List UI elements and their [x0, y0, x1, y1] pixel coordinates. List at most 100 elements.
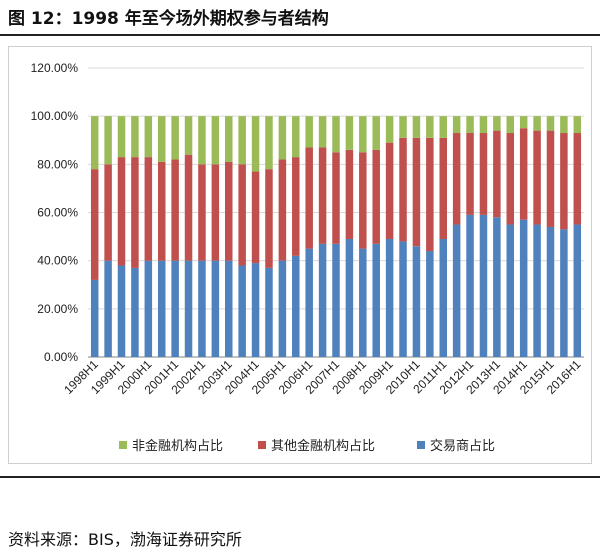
- figure-title: 图 12：1998 年至今场外期权参与者结构: [8, 9, 329, 29]
- bar-segment: [265, 169, 273, 268]
- bar-segment: [198, 164, 206, 261]
- bar-segment: [144, 260, 153, 357]
- bar-segment: [359, 116, 367, 153]
- bar-segment: [466, 133, 474, 215]
- bar-segment: [426, 116, 434, 138]
- legend-swatch: [258, 441, 266, 449]
- bar-segment: [412, 116, 421, 138]
- bar-segment: [117, 116, 126, 158]
- bar-segment: [332, 116, 340, 153]
- bar-segment: [305, 248, 313, 357]
- bar-segment: [265, 267, 273, 357]
- bar-segment: [131, 157, 139, 268]
- bar-segment: [466, 116, 474, 134]
- bar-segment: [131, 267, 139, 357]
- bar-segment: [184, 116, 193, 155]
- bar-segment: [318, 116, 327, 148]
- bar-segment: [278, 159, 287, 261]
- y-tick-label: 20.00%: [37, 302, 78, 316]
- bar-segment: [560, 116, 568, 134]
- bar-segment: [305, 116, 313, 148]
- bar-segment: [278, 116, 287, 160]
- bar-segment: [519, 219, 528, 357]
- y-tick-label: 60.00%: [37, 206, 78, 220]
- bar-segment: [318, 147, 327, 244]
- bar-segment: [519, 116, 528, 129]
- legend-swatch: [119, 441, 127, 449]
- bar-segment: [292, 157, 300, 256]
- legend-label: 交易商占比: [430, 438, 495, 454]
- source-note: 资料来源：BIS，渤海证券研究所: [8, 530, 242, 549]
- chart-frame: 0.00% 20.00% 40.00% 60.00% 80.00% 100.00% 120.…: [8, 46, 592, 464]
- bar-segment: [546, 130, 555, 227]
- bar-segment: [493, 116, 501, 131]
- bar-segment: [184, 260, 193, 357]
- bar-segment: [184, 154, 193, 261]
- bar-segment: [251, 263, 260, 357]
- bar-segment: [278, 260, 287, 357]
- bar-segment: [452, 133, 461, 225]
- bar-segment: [359, 152, 367, 249]
- bar-segment: [533, 116, 541, 131]
- legend-label: 非金融机构占比: [132, 438, 223, 454]
- bar-segment: [157, 260, 166, 357]
- bar-segment: [412, 137, 421, 247]
- bar-segment: [399, 137, 407, 242]
- bar-segment: [439, 137, 447, 239]
- bar-segment: [385, 238, 394, 357]
- bar-segment: [251, 171, 260, 264]
- bar-segment: [157, 116, 166, 162]
- legend-label: 其他金融机构占比: [271, 438, 375, 454]
- bar-segment: [359, 248, 367, 357]
- bottom-rule: [0, 476, 600, 478]
- y-tick-label: 100.00%: [31, 109, 79, 123]
- bar-segment: [292, 255, 300, 357]
- stacked-bar-chart: 0.00% 20.00% 40.00% 60.00% 80.00% 100.00% 120.…: [31, 61, 584, 454]
- bar-segment: [426, 251, 434, 357]
- y-tick-label: 120.00%: [31, 61, 79, 75]
- bar-segment: [144, 157, 153, 261]
- bar-segment: [211, 116, 220, 165]
- bar-segment: [573, 133, 582, 225]
- bar-segment: [372, 116, 380, 150]
- bar-segment: [560, 133, 568, 230]
- legend-swatch: [417, 441, 425, 449]
- bar-segment: [345, 116, 354, 150]
- bar-segment: [144, 116, 153, 158]
- bar-segment: [104, 260, 112, 357]
- bar-segment: [345, 238, 354, 357]
- bar-segment: [117, 157, 126, 266]
- bar-segment: [412, 246, 421, 357]
- bar-segment: [332, 152, 340, 244]
- bar-segment: [225, 260, 233, 357]
- bar-segment: [479, 116, 488, 134]
- bar-segment: [251, 116, 260, 172]
- bar-segment: [198, 260, 206, 357]
- bar-segment: [238, 116, 246, 165]
- bar-segment: [385, 142, 394, 239]
- y-tick-label: 80.00%: [37, 157, 78, 171]
- bar-segment: [171, 260, 179, 357]
- bar-segment: [479, 214, 488, 357]
- bar-segment: [238, 164, 246, 266]
- bar-segment: [238, 265, 246, 357]
- bar-segment: [90, 279, 99, 357]
- bar-segment: [493, 217, 501, 357]
- bar-segment: [90, 116, 99, 170]
- bar-segment: [399, 116, 407, 138]
- bar-segment: [546, 116, 555, 131]
- bar-segment: [332, 243, 340, 357]
- bar-segment: [399, 241, 407, 357]
- bar-segment: [546, 226, 555, 357]
- bar-segment: [479, 133, 488, 215]
- bar-segment: [104, 164, 112, 261]
- bar-segment: [466, 214, 474, 357]
- bar-segment: [131, 116, 139, 158]
- y-tick-label: 0.00%: [44, 350, 78, 364]
- top-rule: [0, 34, 600, 36]
- bar-segment: [372, 243, 380, 357]
- bar-segment: [305, 147, 313, 249]
- bar-segment: [573, 224, 582, 357]
- bar-segment: [225, 116, 233, 162]
- bar-segment: [292, 116, 300, 158]
